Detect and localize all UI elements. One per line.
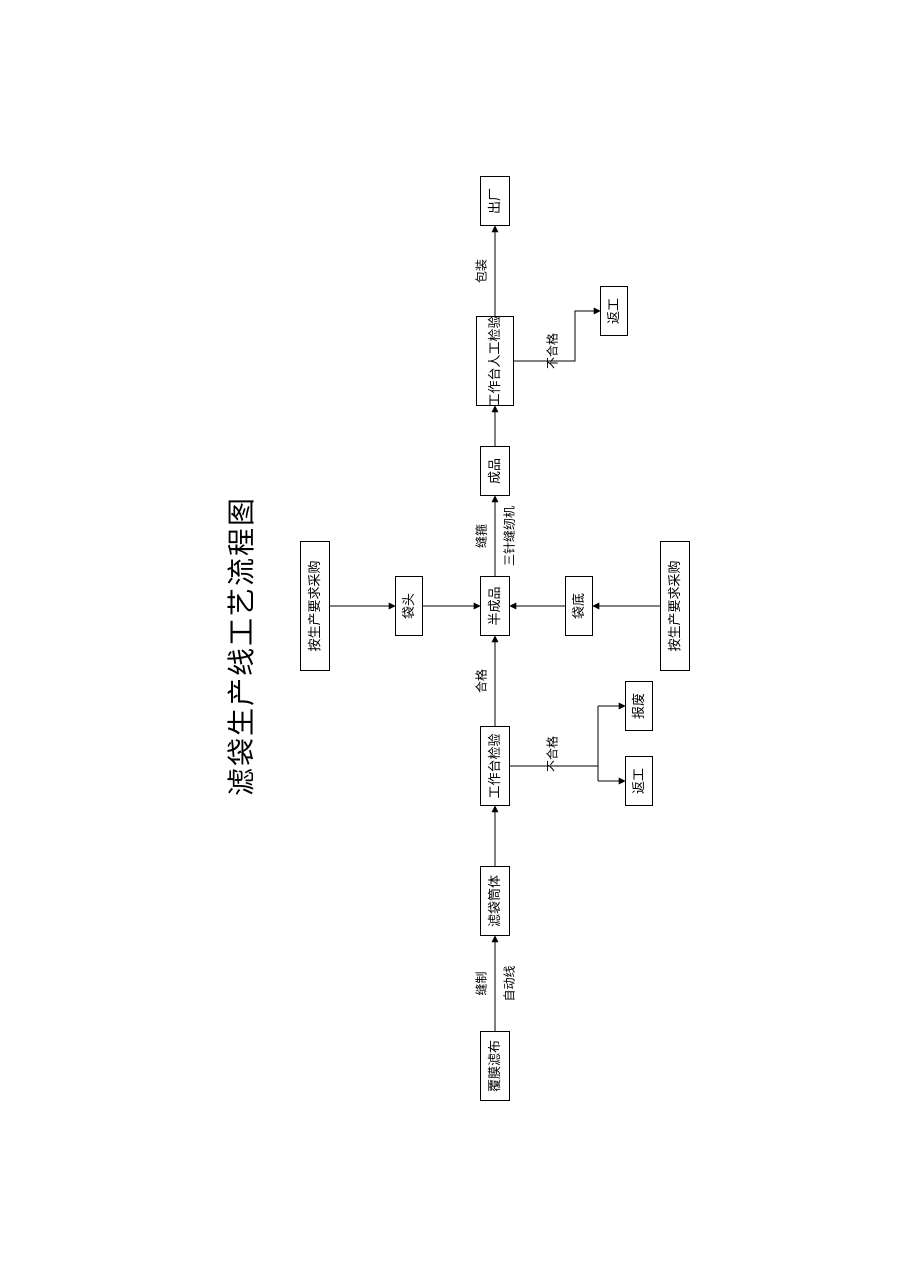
edge-label: 合格 bbox=[473, 669, 490, 693]
node-n_qc1: 工作台检验 bbox=[480, 726, 510, 806]
edges-layer bbox=[0, 0, 920, 1276]
node-n_bottom: 袋底 bbox=[565, 576, 593, 636]
node-n_cloth: 覆膜滤布 bbox=[480, 1031, 510, 1101]
node-n_fin: 成品 bbox=[480, 446, 510, 496]
edge-label: 缝箍 bbox=[473, 524, 490, 548]
flowchart-canvas: 滤袋生产线工艺流程图 覆膜滤布 滤袋筒体 工作台检验 半成品 成品 工作台人工检验 出厂按生… bbox=[0, 0, 920, 1276]
node-n_buyTop: 按生产要求采购 bbox=[300, 541, 330, 671]
edge-label: 不合格 bbox=[544, 333, 561, 369]
node-n_body: 滤袋筒体 bbox=[480, 866, 510, 936]
node-n_semi: 半成品 bbox=[480, 576, 510, 636]
edge-label: 包装 bbox=[473, 259, 490, 283]
edge-label: 不合格 bbox=[544, 736, 561, 772]
node-n_head: 袋头 bbox=[395, 576, 423, 636]
node-n_rework1: 返工 bbox=[625, 756, 653, 806]
node-n_buyBot: 按生产要求采购 bbox=[660, 541, 690, 671]
node-n_rework2: 返工 bbox=[600, 286, 628, 336]
edge-label: 缝制 bbox=[473, 971, 490, 995]
page: 滤袋生产线工艺流程图 覆膜滤布 滤袋筒体 工作台检验 半成品 成品 工作台人工检验 出厂按生… bbox=[0, 0, 920, 1276]
edge-label: 自动线 bbox=[501, 965, 518, 1001]
node-n_qc2: 工作台人工检验 bbox=[476, 316, 514, 406]
node-n_scrap: 报废 bbox=[625, 681, 653, 731]
chart-title: 滤袋生产线工艺流程图 bbox=[220, 496, 260, 796]
node-n_out: 出厂 bbox=[480, 176, 510, 226]
edge-label: 三针缝纫机 bbox=[501, 506, 518, 566]
